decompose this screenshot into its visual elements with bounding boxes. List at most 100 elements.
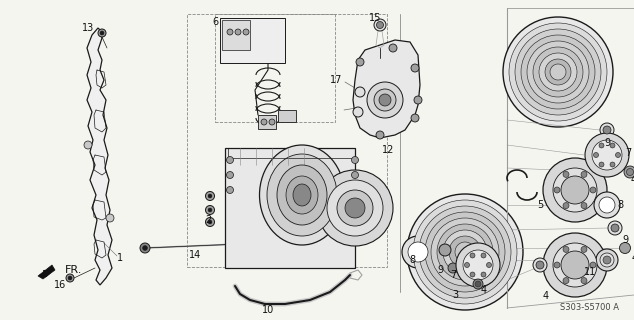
Circle shape bbox=[581, 203, 587, 209]
Circle shape bbox=[100, 31, 104, 35]
Circle shape bbox=[98, 29, 106, 37]
Circle shape bbox=[610, 143, 615, 148]
Ellipse shape bbox=[277, 165, 327, 225]
Circle shape bbox=[486, 262, 491, 268]
Circle shape bbox=[554, 187, 560, 193]
Text: 4: 4 bbox=[632, 253, 634, 263]
Circle shape bbox=[533, 258, 547, 272]
Circle shape bbox=[581, 246, 587, 252]
Circle shape bbox=[327, 180, 383, 236]
Text: 7: 7 bbox=[450, 270, 456, 280]
Text: FR.: FR. bbox=[65, 265, 82, 275]
Circle shape bbox=[351, 172, 358, 179]
Text: 3: 3 bbox=[452, 290, 458, 300]
Circle shape bbox=[261, 119, 267, 125]
Circle shape bbox=[68, 276, 72, 280]
Circle shape bbox=[626, 169, 633, 175]
Circle shape bbox=[227, 29, 233, 35]
Circle shape bbox=[475, 281, 481, 287]
Circle shape bbox=[561, 251, 589, 279]
Circle shape bbox=[407, 194, 523, 310]
Bar bbox=[278, 110, 296, 122]
Circle shape bbox=[503, 17, 613, 127]
Circle shape bbox=[521, 35, 595, 109]
Text: 7: 7 bbox=[625, 148, 631, 158]
Circle shape bbox=[351, 156, 358, 164]
Text: 11: 11 bbox=[584, 267, 596, 277]
Circle shape bbox=[226, 156, 233, 164]
Circle shape bbox=[226, 187, 233, 194]
Circle shape bbox=[419, 206, 511, 298]
Circle shape bbox=[425, 212, 505, 292]
Circle shape bbox=[590, 262, 596, 268]
Bar bbox=[258, 115, 276, 129]
Circle shape bbox=[205, 205, 214, 214]
Circle shape bbox=[356, 58, 364, 66]
Text: 9: 9 bbox=[437, 265, 443, 275]
Circle shape bbox=[563, 172, 569, 177]
Circle shape bbox=[539, 53, 577, 91]
Circle shape bbox=[599, 162, 604, 167]
Text: 2: 2 bbox=[205, 215, 211, 225]
Circle shape bbox=[226, 172, 233, 179]
Circle shape bbox=[411, 114, 419, 122]
Circle shape bbox=[374, 19, 386, 31]
Circle shape bbox=[553, 243, 597, 287]
Circle shape bbox=[140, 243, 150, 253]
Text: 5: 5 bbox=[537, 200, 543, 210]
Circle shape bbox=[463, 250, 493, 280]
Circle shape bbox=[563, 203, 569, 209]
Circle shape bbox=[437, 224, 493, 280]
Circle shape bbox=[470, 272, 475, 277]
Circle shape bbox=[408, 242, 428, 262]
Circle shape bbox=[581, 277, 587, 284]
Circle shape bbox=[345, 198, 365, 218]
Polygon shape bbox=[353, 40, 420, 138]
Bar bbox=[225, 148, 355, 268]
Circle shape bbox=[600, 253, 614, 267]
Circle shape bbox=[243, 29, 249, 35]
Ellipse shape bbox=[286, 176, 318, 214]
Circle shape bbox=[235, 29, 241, 35]
Text: 8: 8 bbox=[409, 255, 415, 265]
Circle shape bbox=[550, 64, 566, 80]
Circle shape bbox=[473, 279, 483, 289]
Text: 13: 13 bbox=[82, 23, 94, 33]
Circle shape bbox=[208, 220, 212, 224]
Circle shape bbox=[563, 246, 569, 252]
Circle shape bbox=[619, 243, 630, 253]
Text: 12: 12 bbox=[382, 145, 394, 155]
Circle shape bbox=[465, 262, 470, 268]
Text: 17: 17 bbox=[330, 75, 342, 85]
Text: 10: 10 bbox=[262, 305, 274, 315]
Circle shape bbox=[599, 143, 604, 148]
Circle shape bbox=[611, 224, 619, 232]
Text: 15: 15 bbox=[369, 13, 381, 23]
Circle shape bbox=[600, 123, 614, 137]
Text: 4: 4 bbox=[481, 285, 487, 295]
Circle shape bbox=[389, 44, 397, 52]
Circle shape bbox=[509, 23, 607, 121]
Text: 9: 9 bbox=[604, 138, 610, 148]
Bar bbox=[222, 20, 250, 50]
Circle shape bbox=[367, 82, 403, 118]
Circle shape bbox=[443, 230, 487, 274]
Text: S303-S5700 A: S303-S5700 A bbox=[560, 303, 619, 313]
Circle shape bbox=[455, 242, 475, 262]
Text: 16: 16 bbox=[54, 280, 66, 290]
Ellipse shape bbox=[293, 184, 311, 206]
Text: 8: 8 bbox=[617, 200, 623, 210]
Circle shape bbox=[456, 243, 500, 287]
Circle shape bbox=[402, 236, 434, 268]
Circle shape bbox=[593, 153, 598, 157]
Circle shape bbox=[208, 194, 212, 198]
Circle shape bbox=[561, 176, 589, 204]
Bar bbox=[187, 14, 387, 267]
Circle shape bbox=[543, 233, 607, 297]
Circle shape bbox=[533, 47, 583, 97]
Circle shape bbox=[553, 168, 597, 212]
Circle shape bbox=[616, 153, 621, 157]
Circle shape bbox=[353, 107, 363, 117]
Circle shape bbox=[374, 89, 396, 111]
Circle shape bbox=[594, 192, 620, 218]
